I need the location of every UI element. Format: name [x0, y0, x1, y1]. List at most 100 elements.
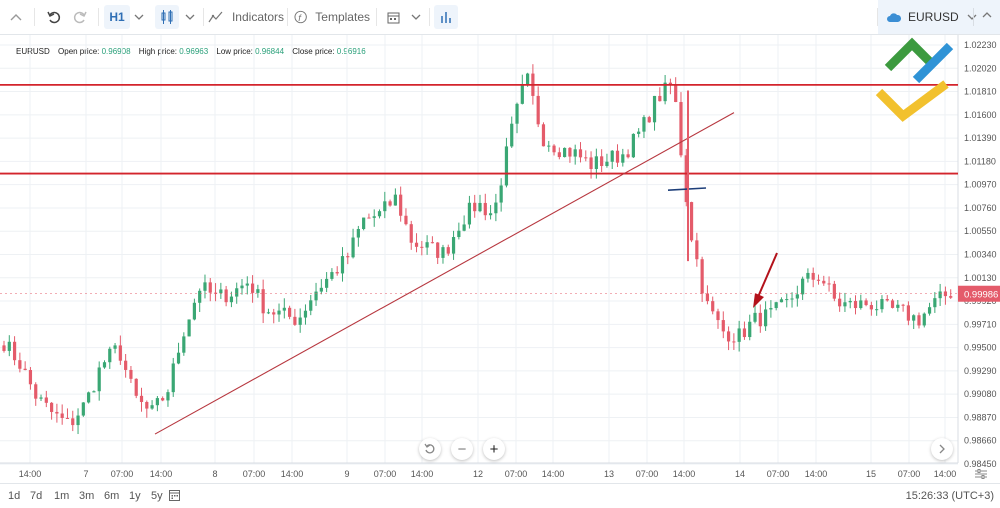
candle-body [880, 299, 884, 310]
redo-icon[interactable] [70, 0, 90, 34]
candle-body [832, 283, 836, 299]
candle-body [737, 328, 741, 342]
calendar-chevron-down-icon[interactable] [408, 0, 424, 34]
interval-chevron-down-icon[interactable] [131, 0, 147, 34]
candle-body [674, 85, 678, 103]
undo-icon[interactable] [44, 0, 64, 34]
candle-body [266, 312, 271, 314]
candle-body [2, 345, 6, 351]
symbol-chevron-down-icon [967, 14, 977, 20]
collapse-panel-icon[interactable] [982, 12, 992, 18]
candle-body [219, 289, 223, 294]
candle-body [473, 202, 477, 212]
zoom-out-button[interactable]: − [451, 438, 473, 460]
candle-body [319, 287, 323, 292]
candle-body [494, 202, 498, 214]
candle-body [510, 123, 514, 147]
legend-symbol: EURUSD [16, 47, 50, 56]
candle-body [213, 292, 218, 294]
trend-line[interactable] [154, 112, 735, 435]
candles-icon[interactable] [155, 5, 179, 29]
candle-body [155, 398, 159, 406]
candle-body [150, 405, 154, 409]
chart-type-chevron-down-icon[interactable] [182, 0, 198, 34]
calendar-icon[interactable] [384, 0, 402, 34]
candle-body [684, 155, 688, 203]
symbol-selector[interactable]: EURUSD [878, 0, 1000, 34]
candle-body [399, 194, 403, 216]
zoom-in-button[interactable]: + [483, 438, 505, 460]
range-1d[interactable]: 1d [8, 490, 21, 502]
candle-body [367, 217, 371, 219]
candle-body [118, 345, 122, 361]
candle-body [557, 152, 561, 158]
candle-body [742, 328, 747, 338]
reset-zoom-button[interactable] [419, 438, 441, 460]
candle-body [224, 289, 228, 303]
candle-body [753, 312, 757, 322]
volume-bars-icon[interactable] [434, 5, 458, 29]
candle-body [65, 417, 70, 419]
axis-settings-icon[interactable] [974, 467, 988, 485]
collapse-icon[interactable] [6, 0, 26, 34]
range-5y[interactable]: 5y [151, 490, 163, 502]
candle-body [859, 300, 863, 309]
candle-body [520, 84, 524, 104]
candle-body [478, 202, 482, 212]
ohlc-legend: EURUSD Open price: 0.96908 High price: 0… [16, 47, 366, 56]
range-1y[interactable]: 1y [129, 490, 141, 502]
time-tick-label: 07:00 [505, 469, 528, 479]
candle-body [76, 415, 80, 426]
price-chart[interactable]: 1.02230 1.02020 1.01810 1.01600 1.01390 1.011… [0, 35, 1000, 483]
candle-body [483, 202, 487, 216]
candle-body [462, 224, 466, 231]
range-1m[interactable]: 1m [54, 490, 70, 502]
candle-body [187, 319, 191, 337]
candle-body [436, 242, 440, 258]
svg-text:f: f [298, 13, 302, 24]
candle-body [245, 283, 249, 286]
candle-body [23, 368, 27, 371]
date-range-calendar-icon[interactable] [169, 489, 180, 504]
candle-body [626, 154, 630, 158]
annotation-arrow[interactable] [757, 252, 778, 298]
time-tick-label: 07:00 [767, 469, 790, 479]
candle-body [298, 317, 302, 325]
candle-body [584, 157, 588, 159]
scroll-right-button[interactable] [931, 438, 953, 460]
legend-high-value: 0.96963 [179, 47, 209, 56]
candle-body [652, 95, 657, 123]
range-6m[interactable]: 6m [104, 490, 120, 502]
candle-body [309, 300, 313, 311]
range-3m[interactable]: 3m [79, 490, 95, 502]
cloud-icon [887, 12, 902, 22]
templates-button[interactable]: f Templates [294, 0, 370, 34]
candle-body [282, 307, 286, 311]
legend-open-value: 0.96908 [101, 47, 131, 56]
price-tick-label: 1.00760 [964, 203, 997, 213]
candle-body [50, 402, 54, 412]
candle-body [44, 397, 48, 403]
candle-body [912, 315, 916, 321]
candle-body [467, 202, 472, 225]
range-7d[interactable]: 7d [30, 490, 43, 502]
indicators-button[interactable]: Indicators [208, 0, 284, 34]
time-tick-label: 13 [604, 469, 614, 479]
templates-label: Templates [315, 10, 370, 24]
candle-body [568, 147, 572, 157]
candle-body [732, 341, 736, 343]
utc-clock: 15:26:33 (UTC+3) [905, 490, 994, 502]
plus-icon: + [489, 440, 499, 458]
candle-body [679, 102, 683, 156]
candle-body [235, 288, 239, 297]
candle-body [541, 124, 546, 147]
interval-button[interactable]: H1 [104, 5, 130, 29]
price-tick-label: 0.99710 [964, 319, 997, 329]
legend-low-value: 0.96844 [255, 47, 285, 56]
price-tick-label: 1.00340 [964, 250, 997, 260]
time-tick-label: 14:00 [542, 469, 565, 479]
time-axis: 14:00 7 07:00 14:00 8 07:00 14:00 9 07:00 14:00 12… [19, 469, 957, 479]
reset-icon [424, 443, 435, 454]
candle-body [504, 146, 509, 186]
current-price-label: 0.99986 [964, 290, 998, 301]
